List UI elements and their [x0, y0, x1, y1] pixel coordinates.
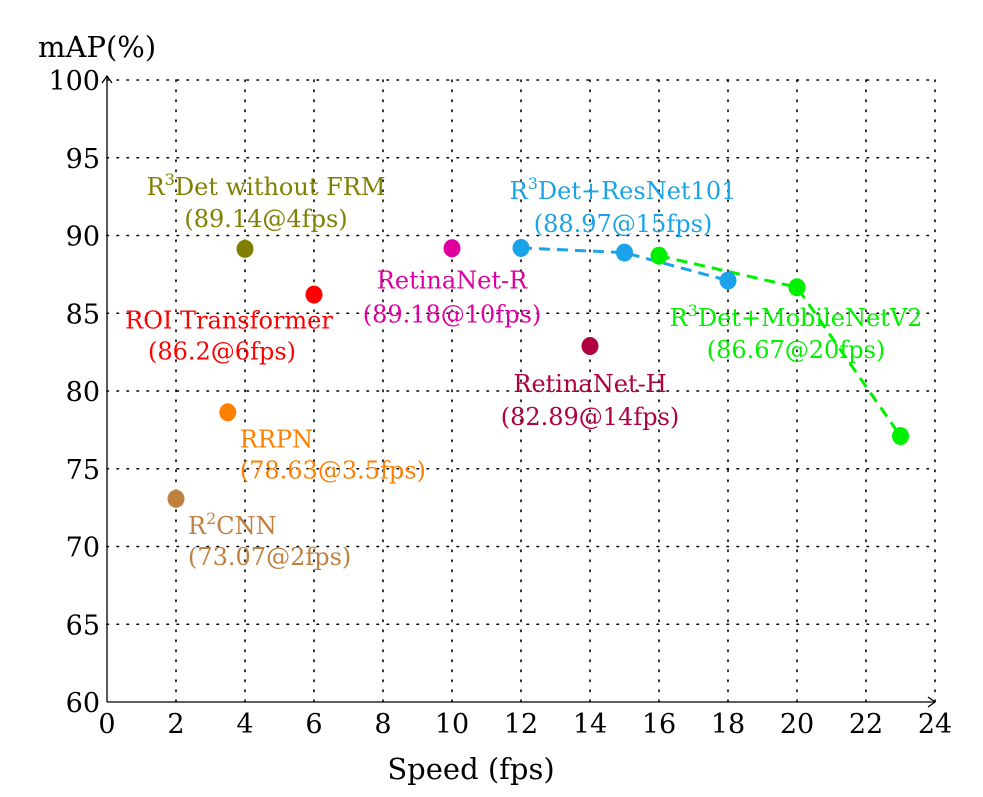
- point-label-name-base: R: [147, 173, 166, 201]
- point-label-value: (86.2@6fps): [148, 338, 296, 366]
- data-point: [219, 403, 237, 422]
- point-label-value: (89.14@4fps): [184, 205, 347, 233]
- series-1-label-name-base: R: [670, 304, 689, 332]
- point-label-name-base: RetinaNet-R: [377, 266, 528, 294]
- x-tick-label: 2: [167, 709, 184, 740]
- point-label-name-rest: CNN: [216, 512, 276, 540]
- point-labels: R3Det+ResNet101(88.97@15fps)R3Det+Mobile…: [125, 170, 922, 571]
- series-1-label-value: (86.67@20fps): [707, 336, 886, 364]
- y-tick-label: 80: [66, 377, 100, 408]
- y-tick-label: 65: [66, 610, 100, 641]
- y-tick-label: 90: [66, 222, 100, 253]
- x-tick-label: 22: [849, 709, 883, 740]
- series-0-point: [512, 238, 530, 257]
- series-1-label-name-rest: Det+MobileNetV2: [698, 304, 923, 332]
- series-0-point: [719, 271, 737, 290]
- series-0-point: [616, 243, 633, 262]
- point-label-name-sup: 2: [206, 509, 216, 528]
- series-1-point: [650, 246, 668, 265]
- axes: [101, 74, 937, 708]
- point-label-name: RetinaNet-H: [513, 370, 666, 398]
- y-tick-label: 95: [66, 144, 100, 175]
- point-label-name-base: RetinaNet-H: [513, 370, 666, 398]
- data-point: [443, 239, 461, 258]
- series-0-label-name-sup: 3: [528, 174, 538, 193]
- y-tick-label: 75: [66, 455, 100, 486]
- series-1-point: [788, 278, 806, 297]
- x-axis-arrow: [927, 696, 937, 708]
- y-tick-label: 60: [66, 688, 100, 719]
- y-tick-label: 70: [66, 533, 100, 564]
- data-point: [305, 285, 323, 304]
- y-axis-arrow: [101, 74, 113, 84]
- point-label-name: RetinaNet-R: [377, 266, 528, 294]
- point-label-name-base: RRPN: [240, 425, 313, 453]
- point-label-name-sup: 3: [165, 170, 175, 189]
- x-tick-label: 16: [642, 709, 676, 740]
- x-tick-label: 24: [918, 709, 952, 740]
- series-0-label-name-rest: Det+ResNet101: [538, 177, 736, 205]
- series-lines: [520, 246, 902, 437]
- series-1-point: [892, 427, 909, 446]
- y-tick-label: 100: [48, 66, 100, 97]
- point-label-value: (82.89@14fps): [501, 403, 680, 431]
- x-tick-labels: 0 2 4 6 8 10 12 14 16 18 20 22 24: [98, 709, 952, 740]
- x-tick-label: 14: [573, 709, 607, 740]
- point-label-name: RRPN: [240, 425, 313, 453]
- x-tick-label: 18: [711, 709, 745, 740]
- x-tick-label: 12: [504, 709, 538, 740]
- series-0-label-value: (88.97@15fps): [534, 210, 713, 238]
- y-axis-title: mAP(%): [38, 30, 156, 64]
- point-label-name-base: ROI Transformer: [125, 307, 333, 335]
- x-axis-title: Speed (fps): [387, 752, 554, 786]
- x-tick-label: 6: [305, 709, 322, 740]
- data-points: [167, 238, 909, 508]
- data-point: [167, 489, 185, 508]
- point-label-value: (73.07@2fps): [188, 543, 351, 571]
- y-tick-labels: 60 65 70 75 80 85 90 95 100: [48, 66, 100, 719]
- x-tick-label: 10: [435, 709, 469, 740]
- series-line-1: [658, 254, 902, 437]
- series-1-label-name: R3Det+MobileNetV2: [670, 301, 923, 332]
- series-0-label-name-base: R: [510, 177, 529, 205]
- data-point: [581, 337, 599, 356]
- point-label-value: (78.63@3.5fps): [240, 456, 426, 484]
- point-label-name-rest: Det without FRM: [175, 173, 386, 201]
- x-tick-label: 0: [98, 709, 115, 740]
- point-label-name-base: R: [188, 512, 207, 540]
- x-tick-label: 20: [780, 709, 814, 740]
- series-0-label-name: R3Det+ResNet101: [510, 174, 737, 205]
- x-tick-label: 4: [236, 709, 253, 740]
- y-tick-label: 85: [66, 299, 100, 330]
- point-label-name: R3Det without FRM: [147, 170, 386, 201]
- point-label-name: R2CNN: [188, 509, 277, 540]
- point-label-value: (89.18@10fps): [363, 300, 542, 328]
- grid: [106, 79, 936, 703]
- data-point: [236, 239, 254, 258]
- x-tick-label: 8: [374, 709, 391, 740]
- series-1-label-name-sup: 3: [688, 301, 698, 320]
- point-label-name: ROI Transformer: [125, 307, 333, 335]
